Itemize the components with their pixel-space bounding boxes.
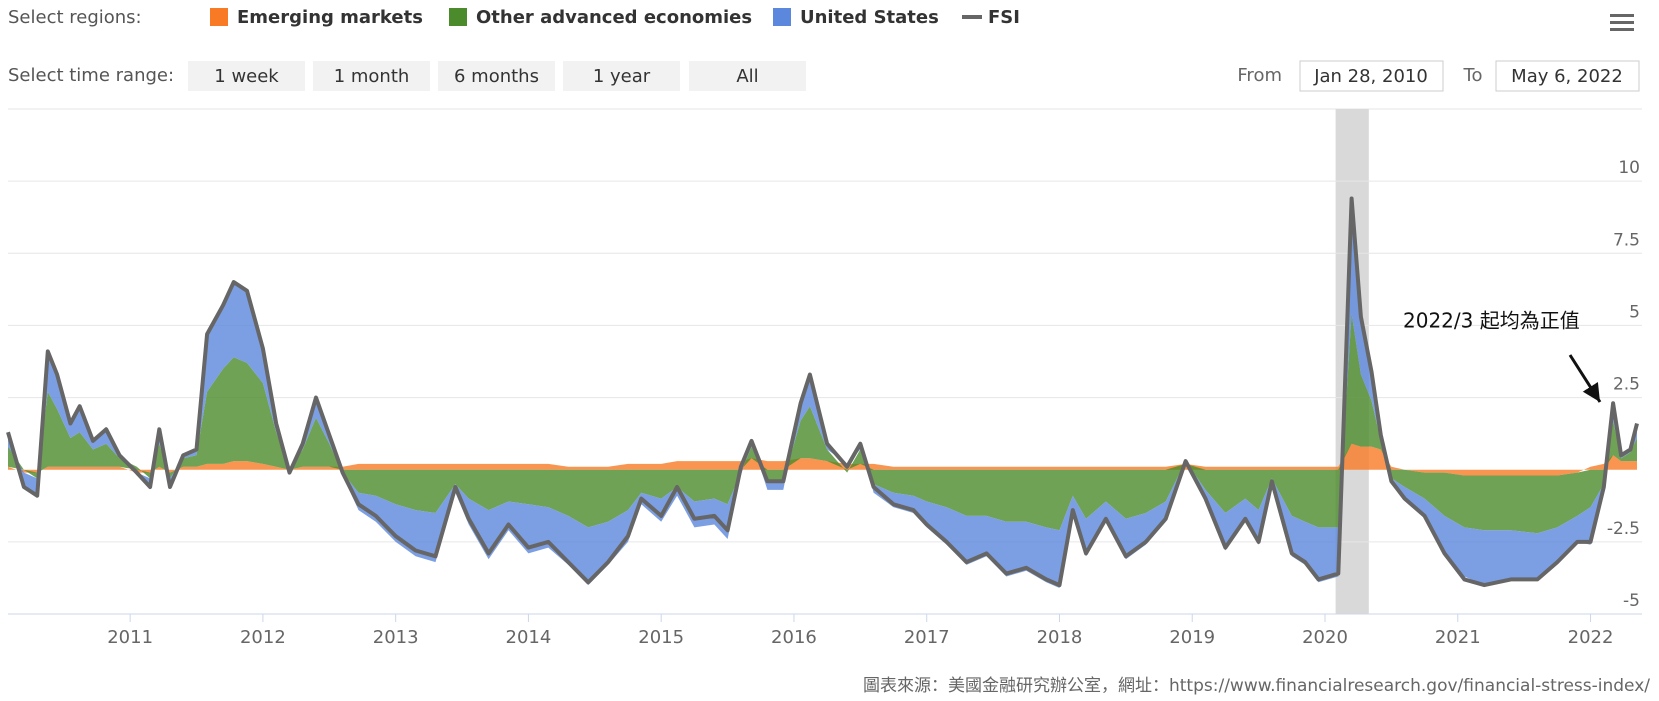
y-tick-label: 5: [1629, 302, 1640, 322]
range-button-bg: [313, 61, 430, 91]
x-tick-label: 2013: [373, 627, 419, 648]
x-tick-label: 2022: [1568, 627, 1614, 648]
y-tick-label: 7.5: [1613, 230, 1640, 250]
annotation-arrow: [1568, 354, 1602, 403]
range-label: Select time range:: [8, 65, 174, 86]
legend-label: Emerging markets: [237, 7, 423, 28]
from-input[interactable]: [1299, 60, 1444, 92]
to-value: May 6, 2022: [1511, 66, 1623, 87]
from-label: From: [1237, 65, 1282, 86]
source-note: 圖表來源：美國金融研究辦公室，網址：https://www.financialr…: [863, 676, 1650, 696]
x-tick-label: 2021: [1435, 627, 1481, 648]
range-button-bg: [689, 61, 806, 91]
x-tick-label: 2017: [904, 627, 950, 648]
range-button[interactable]: 1 year: [563, 61, 680, 91]
legend-symbol: [773, 8, 791, 26]
legend-item[interactable]: FSI: [962, 7, 1020, 28]
menu-bar: [1610, 14, 1634, 17]
y-tick-label: -5: [1623, 591, 1640, 611]
x-tick-label: 2016: [771, 627, 817, 648]
menu-bar: [1610, 21, 1634, 24]
stacked-area: [8, 198, 1637, 588]
stacked-area: [8, 443, 1637, 476]
range-button-bg: [563, 61, 680, 91]
legend-item[interactable]: United States: [773, 7, 939, 28]
range-button-label: 1 week: [214, 66, 279, 87]
legend-symbol: [449, 8, 467, 26]
regions-label: Select regions:: [8, 7, 142, 28]
y-tick-label: 10: [1618, 158, 1640, 178]
stacked-area: [8, 313, 1637, 534]
legend-label: United States: [800, 7, 939, 28]
range-button[interactable]: 1 month: [313, 61, 430, 91]
legend-item[interactable]: Other advanced economies: [449, 7, 752, 28]
fsi-line: [6, 196, 1639, 588]
x-tick-label: 2015: [638, 627, 684, 648]
range-button-label: 1 month: [334, 66, 410, 87]
to-input[interactable]: [1495, 60, 1640, 92]
range-button[interactable]: 6 months: [438, 61, 555, 91]
x-tick-label: 2014: [506, 627, 552, 648]
range-button-bg: [188, 61, 305, 91]
menu-bar: [1610, 28, 1634, 31]
range-button-label: All: [736, 66, 758, 87]
menu-icon[interactable]: [1610, 14, 1634, 31]
range-button[interactable]: 1 week: [188, 61, 305, 91]
x-tick-label: 2012: [240, 627, 286, 648]
x-tick-label: 2011: [107, 627, 153, 648]
x-tick-label: 2018: [1037, 627, 1083, 648]
annotation: 2022/3 起均為正值: [1403, 309, 1580, 333]
y-tick-label: -2.5: [1607, 519, 1640, 539]
legend-label: FSI: [988, 7, 1020, 28]
range-button-label: 6 months: [454, 66, 539, 87]
range-button[interactable]: All: [689, 61, 806, 91]
x-tick-label: 2020: [1302, 627, 1348, 648]
legend-label: Other advanced economies: [476, 7, 752, 28]
range-button-bg: [438, 61, 555, 91]
legend-symbol: [210, 8, 228, 26]
to-label: To: [1463, 65, 1483, 86]
legend-item[interactable]: Emerging markets: [210, 7, 423, 28]
range-button-label: 1 year: [593, 66, 651, 87]
x-tick-label: 2019: [1169, 627, 1215, 648]
from-value: Jan 28, 2010: [1313, 66, 1428, 87]
y-tick-label: 2.5: [1613, 375, 1640, 395]
legend-symbol: [962, 15, 982, 19]
